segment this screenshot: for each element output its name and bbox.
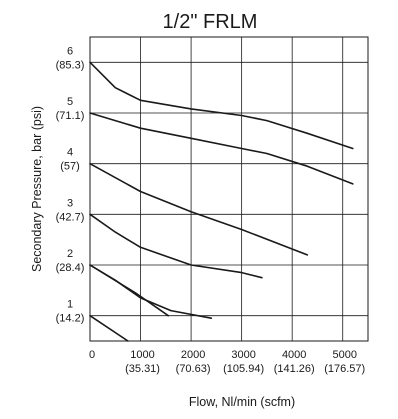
y-tick-label: 1	[67, 299, 73, 311]
plot-frame	[89, 36, 369, 342]
x-tick-sublabel: (176.57)	[324, 363, 365, 375]
y-tick-sublabel: (57)	[60, 161, 80, 173]
y-tick-sublabel: (85.3)	[56, 59, 85, 71]
x-tick-label: 5000	[332, 349, 356, 361]
x-tick-label: 2000	[181, 349, 205, 361]
y-tick-label: 4	[67, 147, 73, 159]
series-line-6	[89, 112, 354, 185]
x-tick-labels: 0 1000 (35.31) 2000 (70.63) 3000 (105.94) 4000 (…	[89, 349, 365, 375]
series-line-4	[89, 213, 263, 279]
y-tick-label: 3	[67, 197, 73, 209]
series-line-1	[89, 314, 129, 342]
y-tick-sublabel: (42.7)	[56, 211, 85, 223]
y-tick-label: 5	[67, 96, 73, 108]
series-line-3	[89, 264, 213, 319]
chart-title: 1/2" FRLM	[163, 11, 258, 33]
series-line-5	[89, 162, 309, 256]
y-tick-sublabel: (28.4)	[56, 262, 85, 274]
x-axis-label: Flow, Nl/min (scfm)	[189, 395, 295, 409]
y-axis-label: Secondary Pressure, bar (psi)	[30, 106, 44, 272]
grid	[90, 37, 368, 341]
x-tick-sublabel: (105.94)	[223, 363, 264, 375]
y-tick-labels: 1 (14.2) 2 (28.4) 3 (42.7) 4 (57) 5 (71.1) 6 (85.3)	[56, 45, 85, 324]
x-tick-label: 0	[89, 349, 95, 361]
x-tick-sublabel: (141.26)	[274, 363, 315, 375]
y-tick-label: 2	[67, 248, 73, 260]
y-tick-sublabel: (14.2)	[56, 313, 85, 325]
x-tick-sublabel: (70.63)	[176, 363, 211, 375]
x-tick-label: 1000	[130, 349, 154, 361]
x-tick-sublabel: (35.31)	[125, 363, 160, 375]
series-group	[89, 61, 354, 342]
x-tick-label: 3000	[231, 349, 255, 361]
series-line-7	[89, 61, 354, 150]
x-tick-label: 4000	[282, 349, 306, 361]
y-tick-sublabel: (71.1)	[56, 110, 85, 122]
y-tick-label: 6	[67, 45, 73, 57]
